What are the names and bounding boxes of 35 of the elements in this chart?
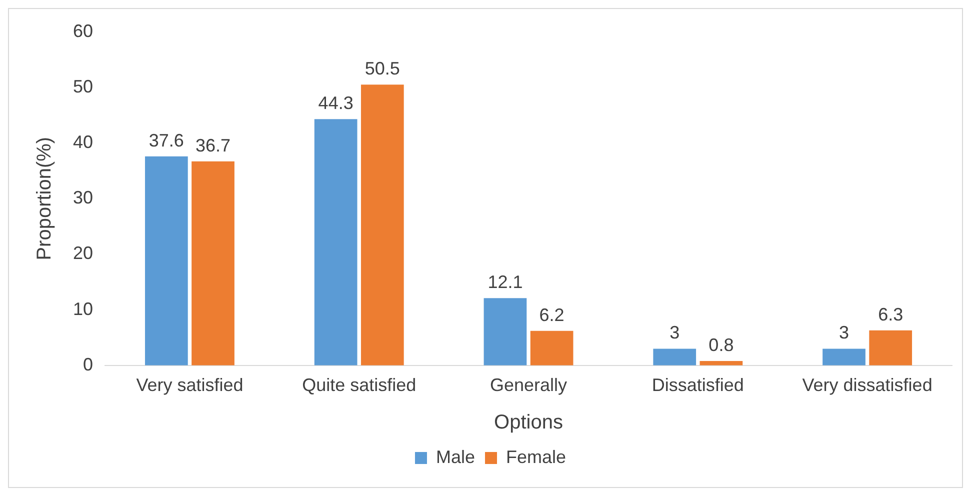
data-label: 6.3: [878, 304, 904, 324]
data-label: 50.5: [364, 58, 400, 79]
y-tick-label: 30: [72, 188, 94, 208]
legend-label: Male: [436, 446, 475, 467]
x-tick-label: Very satisfied: [136, 375, 244, 396]
x-tick-label: Dissatisfied: [652, 375, 744, 396]
x-tick-label: Generally: [490, 375, 568, 396]
bar: [484, 298, 527, 366]
data-label: 6.2: [539, 304, 564, 325]
data-label: 37.6: [148, 130, 184, 150]
data-label: 12.1: [488, 272, 523, 292]
bar: [653, 348, 696, 366]
bar: [314, 119, 358, 366]
bar: [530, 330, 574, 366]
data-label: 44.3: [318, 93, 354, 114]
x-tick-label: Quite satisfied: [302, 375, 416, 396]
data-label: 3: [839, 322, 850, 343]
y-tick-label: 40: [72, 132, 94, 152]
data-label: 3: [670, 322, 680, 343]
bar: [360, 84, 404, 366]
y-tick-label: 10: [72, 298, 94, 319]
bar: [822, 348, 866, 366]
y-tick-label: 50: [72, 76, 94, 96]
bar: [145, 156, 188, 366]
x-axis-title: Options: [494, 412, 563, 434]
y-tick-label: 20: [72, 243, 94, 264]
y-tick-label: 60: [72, 20, 94, 41]
bar: [869, 330, 912, 366]
data-label: 0.8: [708, 334, 734, 355]
y-axis-title: Proportion(%): [34, 136, 56, 260]
data-label: 36.7: [195, 135, 231, 156]
y-tick-label: 0: [83, 354, 94, 374]
bar: [192, 161, 234, 366]
legend-label: Female: [506, 446, 566, 467]
x-tick-label: Very dissatisfied: [802, 375, 932, 396]
